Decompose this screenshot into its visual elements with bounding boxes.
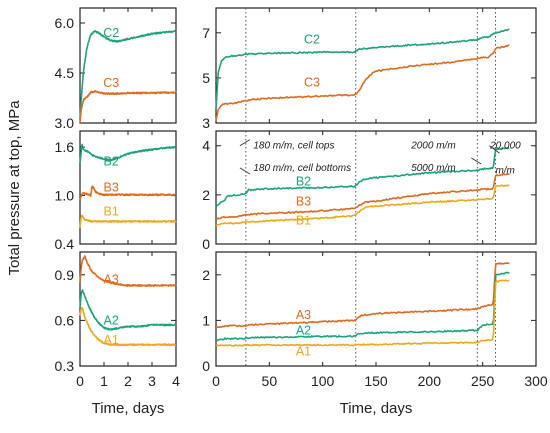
- series-label-c3: C3: [103, 76, 119, 90]
- panel-frame: [79, 251, 177, 367]
- y-tick-label: 1: [202, 312, 210, 328]
- series-line-c3: [79, 90, 177, 124]
- series-label-c3: C3: [304, 75, 320, 89]
- y-tick-label: 7: [202, 25, 210, 41]
- x-tick-label: 150: [364, 373, 388, 389]
- series-line-b2: [215, 147, 510, 208]
- series-line-b1: [79, 214, 177, 228]
- series-line-b2: [79, 143, 177, 164]
- y-tick-label: 2: [202, 267, 210, 283]
- series-label-c2: C2: [103, 26, 119, 40]
- x-tick-label: 250: [471, 373, 495, 389]
- series-label-b2: B2: [104, 155, 119, 169]
- panel-middle-right: 0 2 4 B2 B3 B1 180 m/m, cell tops 180 m/m, cell…: [202, 130, 537, 252]
- panel-top-left: 3.0 4.5 6.0 C2 C3: [55, 7, 177, 131]
- x-tick-label: 4: [172, 373, 180, 389]
- annotation-leader: [239, 139, 251, 147]
- series-label-b1: B1: [104, 205, 119, 219]
- series-label-b1: B1: [296, 214, 311, 228]
- series-line-c2: [215, 28, 510, 110]
- y-tick-label: 4.5: [55, 65, 75, 81]
- series-label-a2: A2: [296, 323, 311, 337]
- annotation-leader: [239, 167, 251, 175]
- y-axis-label: Total pressure at top, MPa: [6, 100, 23, 276]
- series-line-b3: [215, 173, 510, 221]
- series-label-b3: B3: [296, 195, 311, 209]
- panel-bottom-left: 0.3 0.6 0.9 0 1 2 3 4 A3 A2 A1 Time, days: [55, 251, 180, 417]
- annotation-text: m/m: [495, 165, 514, 176]
- x-tick-label: 3: [148, 373, 156, 389]
- series-label-a1: A1: [296, 344, 311, 358]
- series-line-b3: [79, 185, 177, 200]
- series-label-c2: C2: [304, 33, 320, 47]
- annotation-leader: [471, 157, 482, 165]
- series-line-c3: [215, 44, 510, 121]
- series-label-b2: B2: [296, 174, 311, 188]
- annotation-text: 180 m/m, cell bottoms: [253, 163, 351, 174]
- x-tick-label: 200: [418, 373, 442, 389]
- series-label-a1: A1: [104, 333, 119, 347]
- y-tick-label: 0.3: [55, 358, 75, 374]
- x-tick-label: 0: [76, 373, 84, 389]
- series-line-a3: [215, 262, 510, 329]
- x-tick-label: 50: [262, 373, 278, 389]
- panel-top-right: 3 5 7 C2 C3: [202, 7, 537, 131]
- y-tick-label: 3.0: [55, 115, 75, 131]
- x-axis-label: Time, days: [340, 400, 413, 417]
- series-line-c2: [79, 29, 177, 120]
- x-tick-label: 300: [524, 373, 548, 389]
- y-tick-label: 0.4: [55, 236, 75, 252]
- series-line-a2: [215, 271, 510, 342]
- x-axis-label: Time, days: [92, 400, 165, 417]
- y-tick-label: 0.6: [55, 312, 75, 328]
- x-tick-label: 0: [212, 373, 220, 389]
- panel-middle-left: 0.4 1.0 1.6 B2 B3 B1: [55, 130, 177, 252]
- series-line-a3: [79, 255, 177, 287]
- series-label-a3: A3: [104, 272, 119, 286]
- panel-frame: [215, 251, 537, 367]
- y-tick-label: 0.9: [55, 267, 75, 283]
- annotation-text: 20,000: [489, 141, 521, 152]
- x-tick-label: 1: [100, 373, 108, 389]
- series-line-b1: [215, 184, 510, 227]
- series-label-a2: A2: [104, 313, 119, 327]
- y-tick-label: 2: [202, 187, 210, 203]
- y-tick-label: 5: [202, 70, 210, 86]
- series-line-a1: [215, 279, 510, 347]
- y-tick-label: 1.0: [55, 188, 75, 204]
- x-tick-label: 2: [124, 373, 132, 389]
- series-label-a3: A3: [296, 308, 311, 322]
- y-tick-label: 0: [202, 236, 210, 252]
- annotation-leader: [489, 145, 500, 154]
- y-tick-label: 6.0: [55, 15, 75, 31]
- annotation-text: 5000 m/m: [411, 163, 455, 174]
- annotation-text: 2000 m/m: [410, 141, 455, 152]
- series-label-b3: B3: [104, 181, 119, 195]
- y-tick-label: 3: [202, 115, 210, 131]
- y-tick-label: 0: [202, 358, 210, 374]
- panel-frame: [215, 7, 537, 124]
- panel-frame: [79, 7, 177, 124]
- annotation-text: 180 m/m, cell tops: [253, 141, 334, 152]
- y-tick-label: 4: [202, 138, 210, 154]
- series-line-a2: [79, 289, 177, 331]
- series-line-a1: [79, 306, 177, 347]
- x-tick-label: 100: [311, 373, 335, 389]
- y-tick-label: 1.6: [55, 139, 75, 155]
